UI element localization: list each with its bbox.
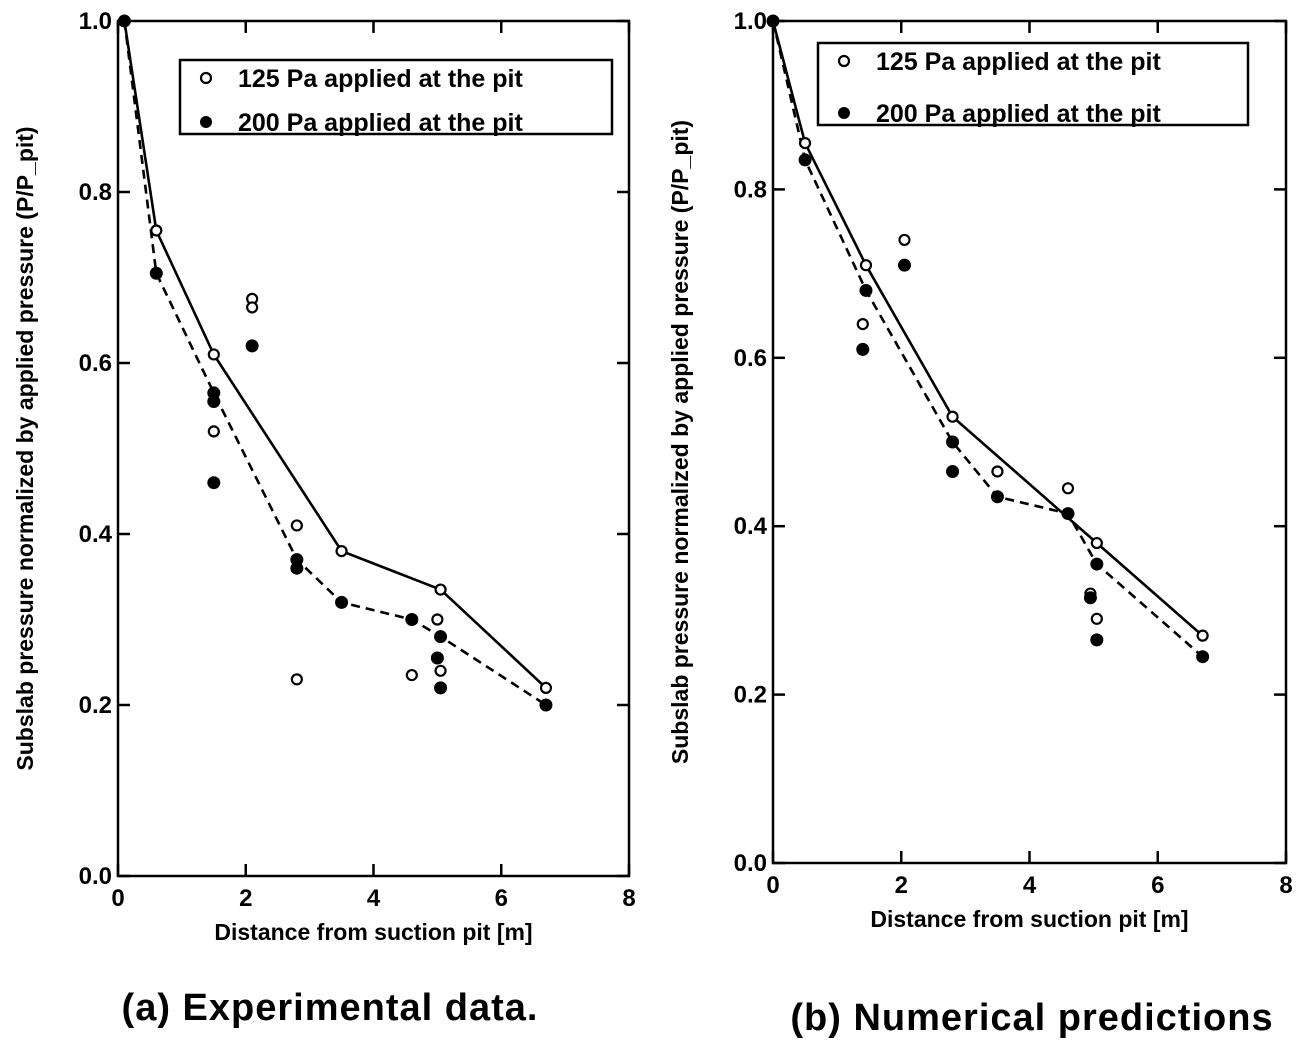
data-point-open [434, 664, 447, 677]
data-point-filled [434, 630, 448, 644]
panel-caption: (b) Numerical predictions [790, 997, 1273, 1039]
legend-marker-filled [838, 107, 850, 119]
data-point-filled [539, 698, 553, 712]
data-point-filled [434, 681, 448, 695]
y-tick-label: 0.6 [734, 345, 767, 372]
series-line-dashed [771, 20, 1204, 658]
data-point-open [405, 668, 418, 682]
data-point-open [798, 136, 812, 150]
series-line-solid [771, 20, 1204, 637]
data-point-open [898, 233, 911, 247]
y-tick-label: 0.0 [734, 850, 767, 877]
data-point-open [434, 583, 447, 596]
panel-b: 0.0 0.2 0.4 0.6 0.8 1.0 0 2 4 6 8 Distance from suc… [667, 8, 1293, 1039]
legend-entry: 125 Pa applied at the pit [238, 65, 523, 93]
x-tick-label: 6 [1151, 872, 1164, 899]
data-point-open [431, 613, 444, 626]
y-tick-label: 0.2 [734, 682, 767, 709]
data-point-open [1090, 612, 1103, 625]
panel-a: 0.0 0.2 0.4 0.6 0.8 1.0 0 2 4 6 8 Distance from suc… [12, 8, 636, 1029]
plot-frame [771, 19, 1288, 865]
y-tick-label: 0.8 [734, 176, 767, 203]
series-line-solid [123, 20, 547, 689]
y-tick-label: 0.8 [79, 179, 112, 206]
data-point-open [290, 673, 303, 686]
data-point-filled [1061, 507, 1075, 521]
data-point-open [207, 425, 220, 438]
data-point-filled [335, 595, 349, 609]
y-tick-label: 0.2 [79, 692, 112, 719]
legend-entry: 200 Pa applied at the pit [876, 100, 1161, 128]
data-point-filled [405, 613, 419, 626]
x-tick-label: 0 [111, 885, 124, 912]
data-point-open [290, 519, 303, 532]
legend-marker-open [837, 54, 851, 68]
data-point-filled [1083, 591, 1097, 605]
y-tick-label: 0.6 [79, 350, 112, 377]
y-tick-label: 1.0 [734, 8, 767, 35]
y-axis-label: Subslab pressure normalized by applied p… [12, 126, 38, 770]
legend-entry: 125 Pa applied at the pit [876, 48, 1161, 76]
data-point-filled [207, 394, 221, 408]
data-point-open [946, 410, 959, 423]
y-tick-label: 0.4 [734, 513, 768, 540]
x-axis-label: Distance from suction pit [m] [214, 919, 532, 945]
legend-box [178, 58, 614, 136]
data-point-open [1090, 536, 1103, 550]
data-point-filled [149, 266, 163, 280]
data-point-filled [946, 435, 960, 449]
x-tick-label: 2 [895, 872, 908, 899]
data-point-open [1196, 629, 1209, 642]
x-tick-label: 4 [367, 885, 381, 912]
panel-caption: (a) Experimental data. [122, 987, 539, 1029]
legend-marker-filled [200, 116, 212, 128]
data-point-filled [1196, 650, 1210, 664]
data-point-open [859, 259, 873, 272]
data-point-filled [290, 561, 304, 575]
y-tick-label: 0.4 [79, 521, 113, 548]
x-tick-label: 8 [1279, 872, 1292, 899]
y-axis-label: Subslab pressure normalized by applied p… [667, 120, 693, 764]
data-point-open [207, 348, 220, 361]
plot-frame [116, 19, 631, 878]
data-point-filled [766, 14, 780, 28]
x-tick-label: 6 [495, 885, 508, 912]
data-point-open [150, 224, 163, 237]
data-point-open [991, 465, 1004, 478]
x-tick-label: 0 [766, 872, 779, 899]
x-axis-label: Distance from suction pit [m] [870, 906, 1188, 932]
data-point-filled [245, 339, 259, 353]
data-point-open [539, 681, 553, 695]
data-point-open [1061, 482, 1075, 495]
x-tick-label: 8 [622, 885, 635, 912]
data-point-filled [859, 283, 873, 297]
y-tick-label: 1.0 [79, 8, 112, 35]
data-point-open [246, 301, 259, 314]
data-point-open [335, 544, 348, 558]
legend-entry: 200 Pa applied at the pit [238, 109, 523, 137]
data-point-filled [430, 651, 444, 665]
x-tick-label: 2 [239, 885, 252, 912]
legend-box [816, 41, 1250, 127]
data-point-filled [207, 476, 221, 490]
data-point-filled [946, 464, 960, 478]
data-point-filled [798, 153, 812, 167]
x-tick-label: 4 [1023, 872, 1037, 899]
data-point-filled [897, 258, 911, 272]
data-point-open [856, 318, 869, 331]
y-tick-label: 0.0 [79, 863, 112, 890]
data-point-filled [117, 14, 131, 28]
data-point-filled [1090, 633, 1104, 647]
data-point-filled [990, 490, 1004, 504]
legend-marker-open [199, 71, 213, 85]
data-point-filled [1090, 557, 1104, 571]
data-point-filled [856, 342, 870, 356]
